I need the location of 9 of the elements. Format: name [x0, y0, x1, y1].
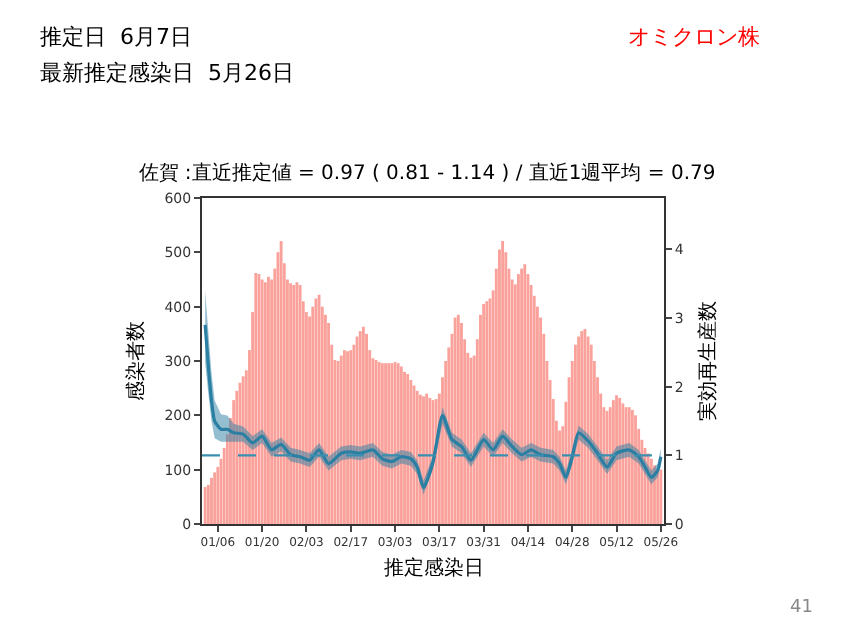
y-axis-title: 感染者数	[124, 321, 149, 401]
y2-axis-title: 実効再生産数	[695, 301, 720, 421]
text: 推定日 6月7日	[40, 24, 192, 50]
line-series	[203, 323, 663, 490]
chart-title: 佐賀 :直近推定値 = 0.97 ( 0.81 - 1.14 ) / 直近1週平均 = 0.79	[138, 161, 716, 185]
text: 41	[790, 598, 813, 618]
x-axis-title: 推定感染日	[384, 556, 484, 580]
text: オミクロン株	[628, 24, 760, 50]
text: 最新推定感染日 5月26日	[40, 60, 294, 86]
